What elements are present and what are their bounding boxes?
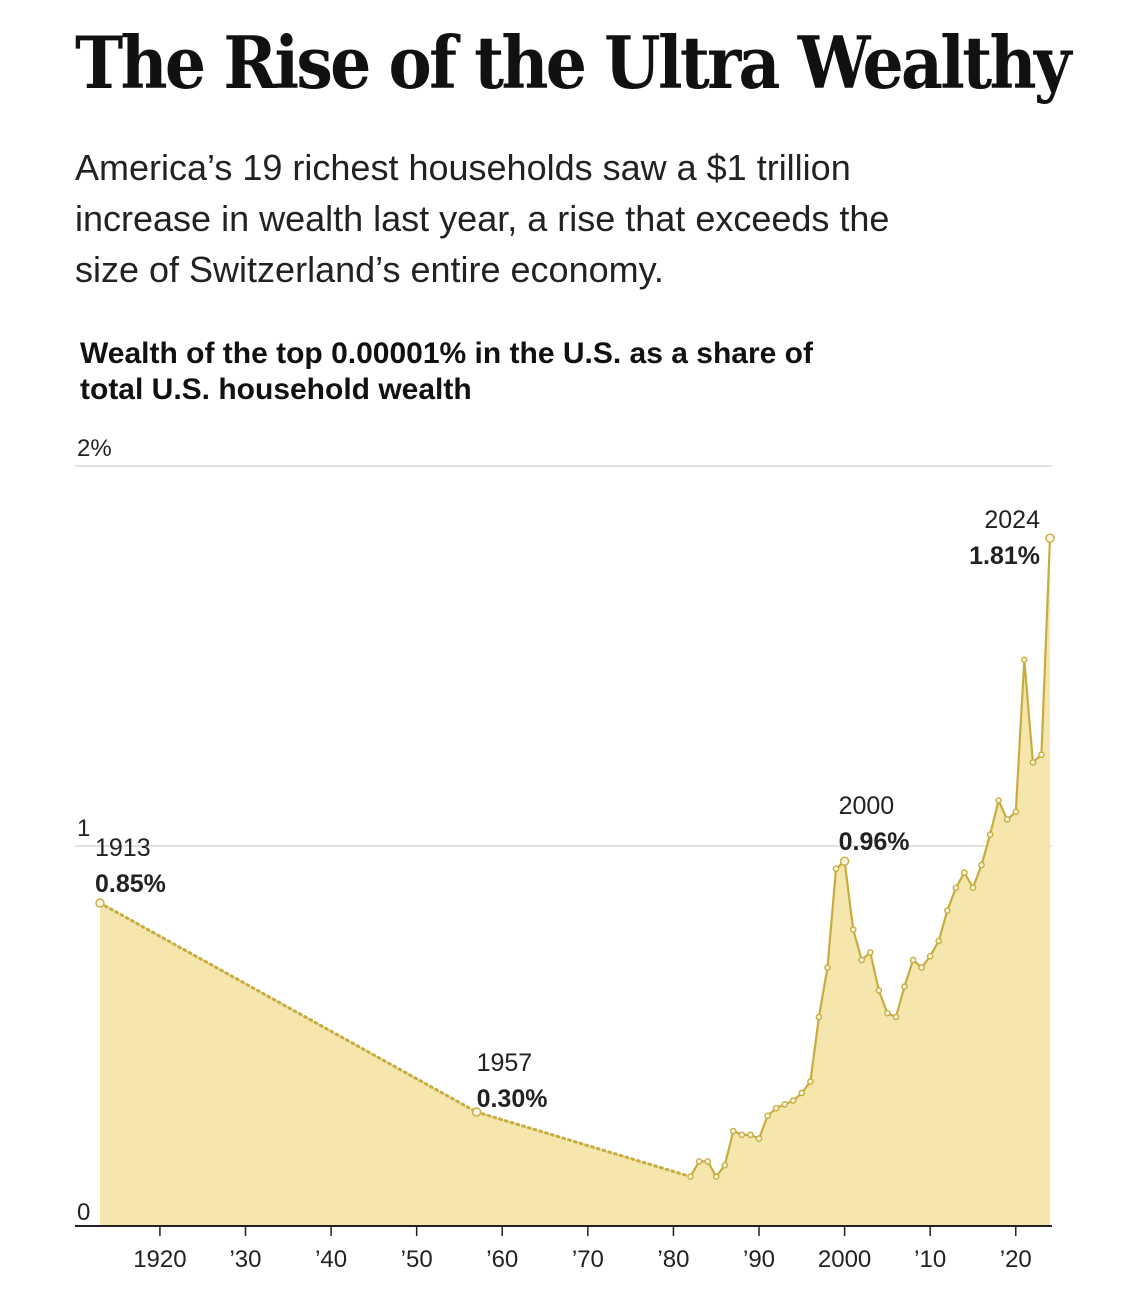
annotation-value-1913: 0.85%: [95, 870, 166, 898]
data-point-1957: [471, 1107, 482, 1117]
x-tick-label-2020: ’20: [1000, 1246, 1032, 1273]
chart-title: Wealth of the top 0.00001% in the U.S. a…: [80, 337, 813, 406]
x-tick-label-1980: ’80: [657, 1246, 689, 1273]
area-layer: [100, 538, 1050, 1226]
data-point-1990: [755, 1135, 763, 1142]
x-tick-label-1920: 1920: [133, 1246, 186, 1273]
annotation-year-2000: 2000: [839, 792, 895, 820]
data-point-1997: [815, 1013, 823, 1021]
data-point-1999: [832, 865, 840, 873]
data-point-1996: [807, 1078, 814, 1085]
y-tick-label-1: 1: [77, 815, 90, 842]
data-point-2022: [1029, 759, 1037, 766]
annotation-value-1957: 0.30%: [477, 1085, 548, 1113]
data-point-2000: [839, 856, 850, 866]
data-point-2003: [867, 949, 874, 956]
data-point-2012: [944, 907, 951, 914]
data-point-2008: [909, 956, 917, 964]
data-point-1988: [738, 1131, 746, 1139]
series-line-dotted-1913-1957: [98, 901, 479, 1114]
data-point-1992: [772, 1104, 780, 1112]
data-point-2016: [978, 861, 985, 869]
x-tick-label-1960: ’60: [486, 1246, 518, 1273]
data-point-1998: [824, 964, 831, 971]
grid-lines: [75, 465, 1052, 847]
y-tick-label-0: 0: [77, 1199, 90, 1226]
data-point-2021: [1021, 656, 1028, 664]
data-point-2017: [986, 831, 994, 838]
data-point-2024: [1045, 533, 1055, 543]
x-tick-label-2000: 2000: [818, 1246, 871, 1273]
data-point-2023: [1038, 751, 1045, 759]
data-point-1991: [764, 1112, 771, 1120]
data-point-2007: [901, 983, 908, 990]
annotation-value-2000: 0.96%: [839, 828, 910, 856]
area-fill: [100, 538, 1050, 1226]
annotation-value-2024: 1.81%: [969, 542, 1040, 570]
x-tick-label-2010: ’10: [914, 1246, 946, 1273]
x-tick-label-1930: ’30: [229, 1246, 261, 1273]
x-tick-label-1990: ’90: [743, 1246, 775, 1273]
data-point-2004: [875, 987, 883, 994]
data-point-1994: [789, 1097, 797, 1104]
data-point-2019: [1003, 816, 1011, 823]
series-line-dotted-1957-1982: [475, 1110, 693, 1179]
data-point-2009: [918, 964, 925, 971]
data-point-1984: [704, 1158, 712, 1165]
data-point-2006: [892, 1013, 900, 1021]
annotation-year-1913: 1913: [95, 834, 151, 862]
data-point-2002: [858, 956, 866, 964]
annotations: 1913 0.85% 1957 0.30% 2000 0.96% 2024 1.81%: [95, 506, 1040, 1113]
data-point-2010: [926, 952, 934, 960]
data-markers: [95, 533, 1055, 1180]
headline: The Rise of the Ultra Wealthy: [75, 20, 1072, 105]
data-point-2018: [995, 797, 1002, 804]
annotation-year-1957: 1957: [477, 1049, 533, 1077]
data-point-1993: [781, 1101, 789, 1108]
data-point-1913: [95, 898, 105, 908]
data-point-1985: [712, 1173, 720, 1180]
data-point-1987: [730, 1127, 737, 1135]
data-point-1986: [721, 1161, 729, 1169]
data-point-2011: [935, 937, 943, 945]
data-point-2020: [1012, 808, 1020, 816]
data-point-2001: [849, 926, 857, 933]
data-point-1982: [687, 1173, 694, 1180]
x-tick-label-1950: ’50: [401, 1246, 433, 1273]
data-point-1989: [747, 1131, 754, 1139]
x-tick-label-1970: ’70: [572, 1246, 604, 1273]
dek-text: America’s 19 richest households saw a $1…: [75, 147, 890, 290]
y-tick-label-2: 2%: [77, 435, 112, 462]
x-tick-label-1940: ’40: [315, 1246, 347, 1273]
annotation-year-2024: 2024: [984, 506, 1040, 534]
data-point-2014: [961, 869, 968, 876]
tick-labels: 1920 ’30 ’40 ’50 ’60 ’70 ’80 ’90 2000 ’10 ’20 0 1 2%: [77, 435, 1032, 1273]
data-point-2013: [952, 884, 960, 892]
data-point-2005: [884, 1009, 891, 1017]
x-axis: [75, 1225, 1052, 1236]
data-point-2015: [969, 884, 977, 892]
data-point-1983: [695, 1158, 703, 1165]
data-point-1995: [798, 1089, 806, 1097]
